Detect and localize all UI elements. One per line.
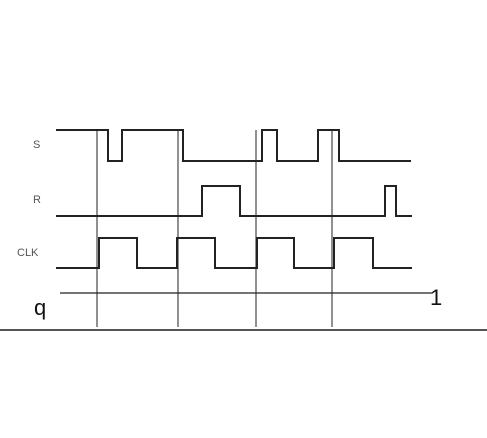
s-waveform (56, 129, 411, 162)
r-label: R (33, 194, 41, 206)
r-waveform (56, 185, 412, 217)
q-end-value: 1 (430, 285, 442, 310)
clk-label: CLK (17, 247, 39, 259)
q-label: q (34, 295, 46, 320)
clk-waveform (56, 237, 412, 269)
s-label: S (33, 139, 40, 151)
